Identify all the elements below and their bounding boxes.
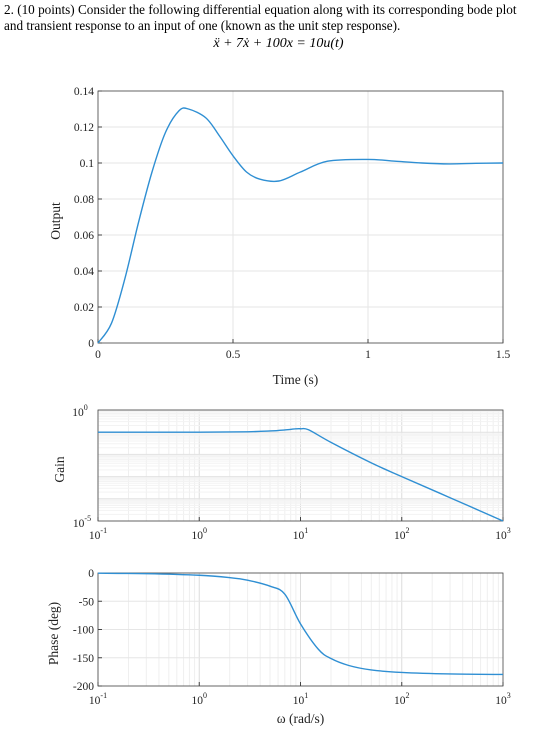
phase-x-axis-label: ω (rad/s) — [277, 711, 325, 726]
phase-x-tick-label: 102 — [394, 691, 410, 707]
step-x-tick-label: 1 — [365, 349, 371, 361]
phase-x-tick-label-base: 10 — [89, 695, 101, 707]
gain-x-tick-label-exponent: 1 — [304, 526, 308, 535]
step-y-tick-label: 0.12 — [74, 122, 94, 134]
phase-x-tick-label-base: 10 — [394, 695, 406, 707]
phase-x-tick-label-base: 10 — [495, 695, 507, 707]
phase-x-tick-label-base: 10 — [293, 695, 305, 707]
gain-x-tick-label: 101 — [293, 526, 309, 542]
gain-y-tick-label-top: 100 — [72, 403, 88, 419]
gain-x-tick-label: 102 — [394, 526, 410, 542]
gain-x-tick-label-base: 10 — [89, 530, 101, 542]
step-y-tick-label: 0.1 — [80, 158, 95, 170]
gain-x-tick-label-exponent: 2 — [406, 526, 410, 535]
gain-magnitude-line — [97, 427, 504, 522]
phase-y-tick-label: 0 — [88, 568, 94, 580]
gain-x-tick-label-base: 10 — [394, 530, 406, 542]
step-x-tick-label: 0 — [95, 349, 101, 361]
question-line-1: 2. (10 points) Consider the following di… — [4, 2, 517, 17]
phase-x-tick-label: 103 — [495, 691, 511, 707]
phase-x-tick-label-exponent: 2 — [406, 691, 410, 700]
differential-equation: ẍ + 7ẋ + 100x = 10u(t) — [213, 36, 344, 51]
step-y-tick-label: 0 — [88, 338, 94, 350]
phase-x-tick-label-exponent: 1 — [304, 691, 308, 700]
gain-x-tick-label: 10-1 — [89, 526, 107, 542]
step-plot-frame — [97, 90, 504, 344]
phase-y-tick-label: -50 — [79, 596, 95, 608]
step-y-axis-label: Output — [48, 202, 63, 240]
question-text: 2. (10 points) Consider the following di… — [4, 2, 552, 34]
step-y-tick-label: 0.08 — [74, 194, 94, 206]
gain-y-tick-label-bottom-exponent: -5 — [84, 514, 91, 523]
gain-y-tick-label-bottom: 10-5 — [73, 514, 91, 530]
gain-x-tick-label: 100 — [192, 526, 208, 542]
phase-x-tick-label-exponent: 0 — [203, 691, 207, 700]
gain-y-tick-label-bottom-base: 10 — [73, 518, 85, 530]
step-y-tick-label: 0.06 — [74, 230, 94, 242]
phase-x-tick-label: 101 — [293, 691, 309, 707]
gain-y-tick-label-top-exponent: 0 — [84, 403, 88, 412]
step-response-line — [97, 107, 504, 344]
gain-x-tick-label-base: 10 — [293, 530, 305, 542]
phase-line — [97, 572, 504, 676]
phase-x-tick-label: 10-1 — [89, 691, 107, 707]
gain-x-tick-label-exponent: 0 — [203, 526, 207, 535]
gain-x-tick-label: 103 — [495, 526, 511, 542]
phase-x-tick-label: 100 — [192, 691, 208, 707]
question-line-2: and transient response to an input of on… — [4, 18, 401, 33]
phase-y-tick-label: -200 — [73, 681, 94, 693]
step-y-tick-label: 0.14 — [74, 86, 94, 98]
phase-x-tick-label-exponent: -1 — [100, 691, 107, 700]
step-x-axis-label: Time (s) — [273, 372, 319, 387]
step-y-tick-label: 0.02 — [74, 302, 94, 314]
gain-x-tick-label-exponent: 3 — [507, 526, 511, 535]
phase-x-tick-label-exponent: 3 — [507, 691, 511, 700]
gain-x-tick-label-base: 10 — [192, 530, 204, 542]
phase-y-tick-label: -100 — [73, 625, 94, 637]
phase-y-tick-label: -150 — [73, 653, 94, 665]
gain-x-tick-label-base: 10 — [495, 530, 507, 542]
gain-y-tick-label-top-base: 10 — [72, 407, 84, 419]
step-y-tick-label: 0.04 — [74, 266, 94, 278]
gain-y-axis-label: Gain — [52, 456, 67, 482]
step-x-tick-label: 1.5 — [496, 349, 511, 361]
phase-x-tick-label-base: 10 — [192, 695, 204, 707]
phase-y-axis-label: Phase (deg) — [46, 602, 61, 665]
gain-x-tick-label-exponent: -1 — [100, 526, 107, 535]
step-x-tick-label: 0.5 — [226, 349, 241, 361]
